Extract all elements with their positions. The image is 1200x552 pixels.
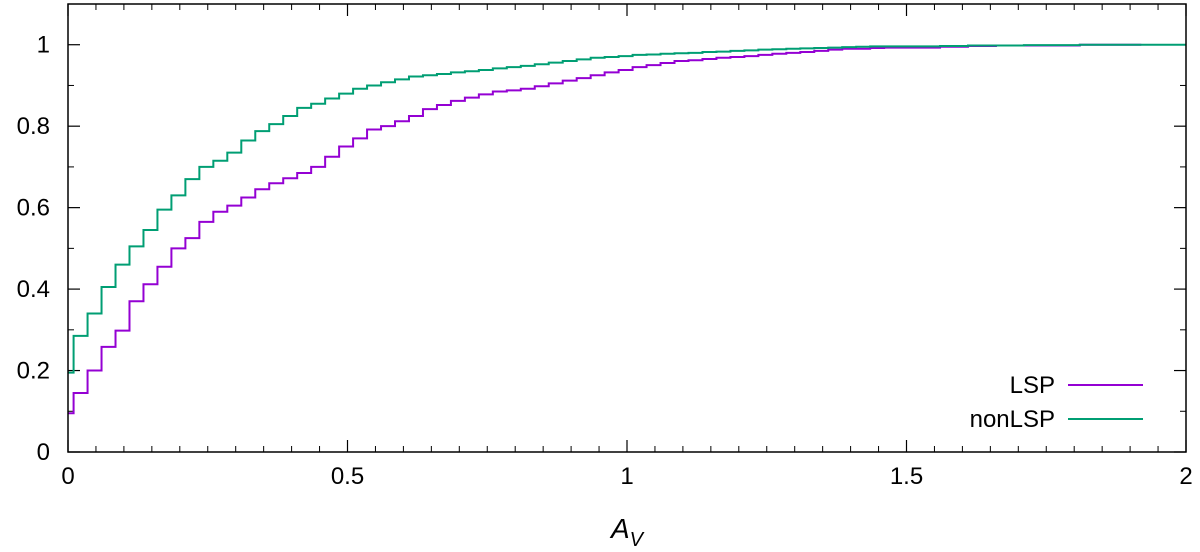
y-tick-label: 1: [37, 32, 50, 59]
legend-label-lsp: LSP: [1010, 372, 1055, 399]
series-layer: [68, 43, 1186, 415]
y-tick-label: 0.4: [17, 276, 50, 303]
y-tick-label: 0.2: [17, 358, 50, 385]
x-tick-label: 0.5: [331, 463, 364, 490]
x-tick-label: 2: [1179, 463, 1192, 490]
legend-label-nonlsp: nonLSP: [970, 406, 1055, 433]
series-line-lsp: [68, 43, 1142, 415]
x-tick-label: 0: [61, 463, 74, 490]
x-tick-label: 1: [620, 463, 633, 490]
y-tick-label: 0: [37, 439, 50, 466]
y-tick-label: 0.8: [17, 113, 50, 140]
ticks-layer: 0 0.5 1 1.5 2 0 0.2 0.4 0.6 0.8 1: [17, 4, 1193, 490]
plot-frame: [67, 3, 1187, 453]
legend: LSP nonLSP: [970, 372, 1143, 433]
y-tick-label: 0.6: [17, 195, 50, 222]
series-line-nonlsp: [68, 43, 1186, 374]
x-tick-label: 1.5: [890, 463, 923, 490]
x-axis-label: AV: [609, 513, 645, 551]
